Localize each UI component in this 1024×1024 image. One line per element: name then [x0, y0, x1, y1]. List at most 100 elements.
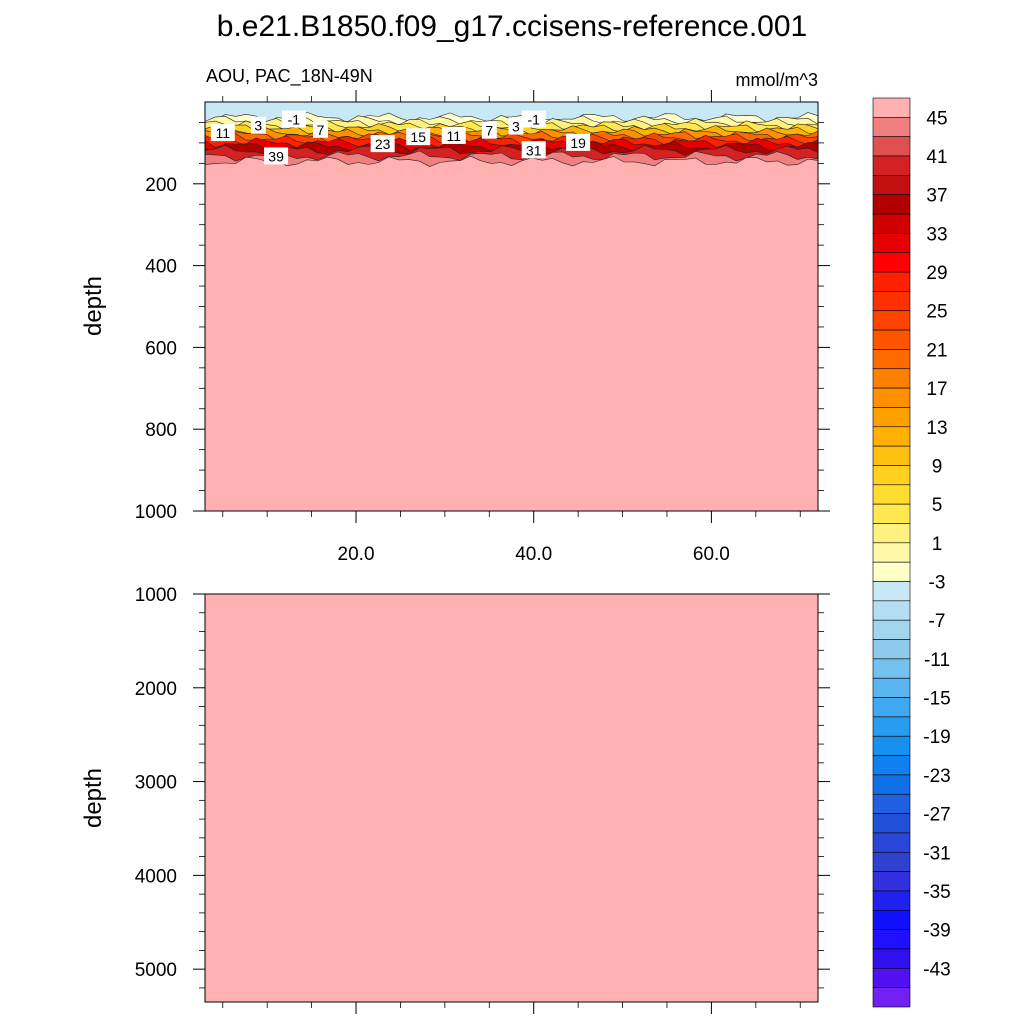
colorbar-box — [872, 426, 911, 447]
units-label: mmol/m^3 — [736, 70, 818, 90]
lower-y-tick-label: 5000 — [135, 960, 177, 981]
contour-label: 11 — [441, 126, 466, 144]
colorbar-box — [872, 291, 911, 312]
contour-label: 39 — [264, 147, 289, 165]
colorbar-box — [872, 523, 911, 544]
colorbar-label: 41 — [926, 147, 947, 168]
upper-y-tick-label: 800 — [145, 420, 177, 441]
colorbar-box — [872, 252, 911, 273]
contour-line-14 — [205, 150, 818, 162]
colorbar-label: -11 — [924, 650, 950, 671]
colorbar-box — [872, 194, 911, 215]
x-tick-labels: 20.0 40.0 60.0 — [338, 544, 730, 565]
colorbar-label: -39 — [923, 921, 950, 942]
colorbar-label: 21 — [926, 340, 947, 361]
chart-title: b.e21.B1850.f09_g17.ccisens-reference.00… — [217, 10, 807, 43]
colorbar-box — [872, 774, 911, 795]
x-tick-label: 60.0 — [693, 544, 730, 565]
colorbar-box — [872, 735, 911, 756]
svg-text:23: 23 — [375, 136, 391, 152]
lower-panel-fill — [204, 593, 819, 1003]
contour-label: -1 — [521, 110, 546, 128]
colorbar-box — [872, 329, 911, 350]
colorbar-label: 9 — [932, 456, 943, 477]
contour-label: 31 — [521, 141, 546, 159]
colorbar-box — [872, 175, 911, 196]
contour-label: -1 — [281, 110, 306, 128]
contour-label: 15 — [406, 128, 431, 146]
svg-text:-1: -1 — [527, 112, 540, 128]
contour-label: 7 — [312, 120, 328, 138]
colorbar-box — [872, 890, 911, 911]
colorbar-box — [872, 503, 911, 524]
colorbar-box — [872, 619, 911, 640]
x-tick-label: 20.0 — [338, 544, 375, 565]
colorbar-box — [872, 407, 911, 428]
svg-text:11: 11 — [446, 128, 461, 144]
colorbar-box — [872, 909, 911, 930]
colorbar-box — [872, 948, 911, 969]
lower-y-tick-label: 3000 — [135, 773, 177, 794]
colorbar-label: -27 — [923, 805, 950, 826]
variable-label: AOU, PAC_18N-49N — [206, 66, 373, 87]
colorbar-label: 29 — [926, 263, 947, 284]
colorbar-box — [872, 136, 911, 157]
lower-y-tick-label: 1000 — [135, 585, 177, 606]
colorbar-box — [872, 155, 911, 176]
colorbar-label: 13 — [926, 418, 947, 439]
svg-text:7: 7 — [485, 123, 493, 139]
contour-line-15 — [205, 155, 818, 167]
colorbar-label: -23 — [923, 766, 950, 787]
svg-text:7: 7 — [317, 122, 325, 138]
lower-y-tick-label: 2000 — [135, 679, 177, 700]
contour-label: 19 — [566, 133, 591, 151]
svg-text:11: 11 — [215, 125, 230, 141]
colorbar-box — [872, 851, 911, 872]
colorbar-box — [872, 813, 911, 834]
colorbar-box — [872, 542, 911, 563]
contour-line-13 — [205, 144, 818, 156]
colorbar-box — [872, 929, 911, 950]
upper-contour-labels: 11 3 -1 7 39 23 15 11 7 3 -1 31 19 — [210, 110, 591, 165]
colorbar-label: 33 — [926, 224, 947, 245]
colorbar-box — [872, 97, 911, 118]
upper-y-tick-label: 1000 — [135, 502, 177, 523]
colorbar-box — [872, 600, 911, 621]
colorbar-box — [872, 213, 911, 234]
colorbar-label: -3 — [929, 573, 946, 594]
colorbar-box — [872, 271, 911, 292]
depth-layer-15 — [205, 156, 818, 511]
colorbar-label: 1 — [932, 534, 943, 555]
colorbar-box — [872, 677, 911, 698]
svg-text:31: 31 — [526, 142, 542, 158]
upper-y-axis-label: depth — [80, 276, 107, 336]
contour-label: 3 — [250, 116, 266, 134]
colorbar-box — [872, 349, 911, 370]
colorbar-label: -7 — [929, 611, 946, 632]
svg-text:39: 39 — [268, 148, 284, 164]
colorbar-label: 37 — [926, 186, 947, 207]
colorbar-box — [872, 697, 911, 718]
colorbar-box — [872, 368, 911, 389]
colorbar-box — [872, 387, 911, 408]
lower-y-axis-label: depth — [80, 768, 107, 828]
colorbar-box — [872, 968, 911, 988]
x-tick-label: 40.0 — [515, 544, 552, 565]
colorbar-box — [872, 561, 911, 582]
contour-label: 3 — [508, 117, 524, 135]
colorbar-label: -43 — [923, 959, 950, 980]
colorbar-box — [872, 484, 911, 505]
svg-text:15: 15 — [410, 129, 426, 145]
colorbar-box — [872, 658, 911, 679]
upper-y-tick-label: 600 — [145, 338, 177, 359]
colorbar-label: -31 — [923, 843, 950, 864]
colorbar-box — [872, 639, 911, 660]
colorbar-box — [872, 233, 911, 254]
upper-panel: 200 400 600 800 1000 — [135, 90, 830, 523]
colorbar-box — [872, 581, 911, 602]
lower-panel: 1000 2000 3000 4000 5000 — [135, 585, 830, 1014]
colorbar-label: 25 — [926, 302, 947, 323]
colorbar-box — [872, 987, 911, 1008]
colorbar-box — [872, 465, 911, 486]
